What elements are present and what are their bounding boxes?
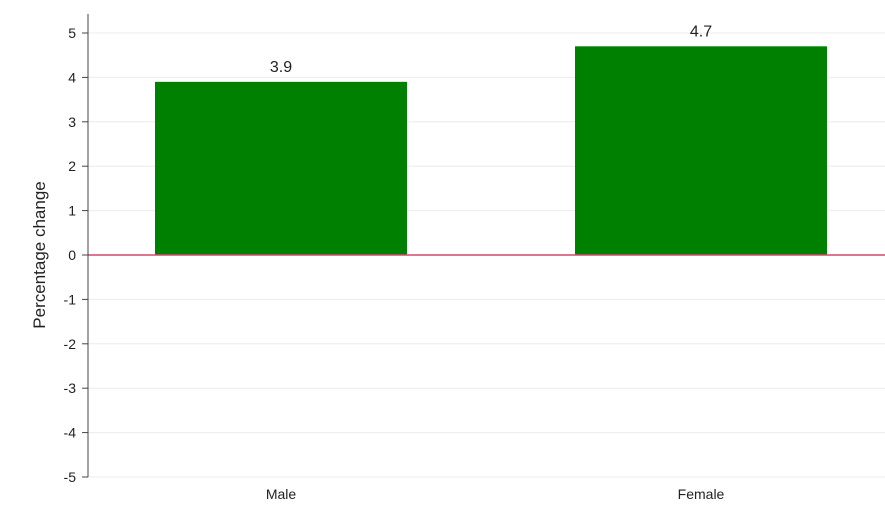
data-label-male: 3.9 [270,59,292,76]
bar-male [155,81,407,255]
y-tick-label: -4 [64,425,77,441]
y-ticks: 5 4 3 2 1 0 -1 -2 -3 -4 -5 [64,25,88,485]
x-category-label: Female [678,486,725,502]
bars [155,46,827,255]
y-tick-label: 5 [68,25,76,41]
y-tick-label: 2 [68,158,76,174]
y-tick-label: -3 [64,380,77,396]
bar-female [575,46,827,255]
data-labels: 3.9 4.7 [270,23,712,76]
y-tick-label: 1 [68,203,76,219]
y-tick-label: -2 [64,336,77,352]
y-tick-label: 0 [68,247,76,263]
y-tick-label: 4 [68,69,76,85]
y-axis-title: Percentage change [30,181,49,328]
y-tick-label: -1 [64,291,77,307]
x-category-label: Male [266,486,297,502]
data-label-female: 4.7 [690,23,712,40]
x-category-labels: Male Female [266,486,725,502]
y-tick-label: 3 [68,114,76,130]
y-tick-label: -5 [64,469,77,485]
